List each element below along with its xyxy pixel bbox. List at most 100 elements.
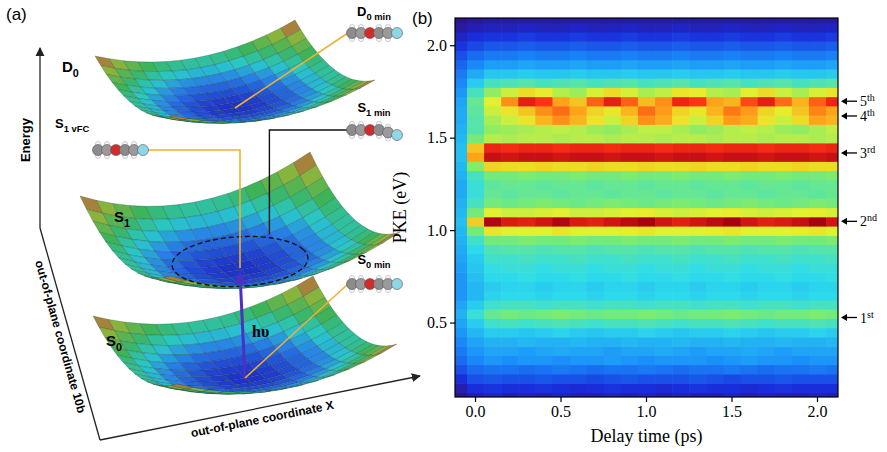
heat-cell xyxy=(587,244,605,254)
y-tick-label: 1.5 xyxy=(427,129,447,146)
heat-cell xyxy=(792,23,810,33)
heat-cell xyxy=(587,180,605,190)
heat-cell xyxy=(775,60,793,70)
x-tick xyxy=(560,397,561,402)
heat-cell xyxy=(655,41,673,51)
heat-cell xyxy=(826,134,838,144)
heat-cell xyxy=(638,337,656,347)
s1-min-label: S1 min xyxy=(357,100,390,118)
heat-cell xyxy=(587,106,605,116)
heat-cell xyxy=(655,291,673,301)
heat-cell xyxy=(455,78,468,88)
heat-cell xyxy=(501,309,519,319)
heat-cell xyxy=(758,23,776,33)
heat-cell xyxy=(518,226,536,236)
heat-cell xyxy=(552,318,570,328)
heat-cell xyxy=(552,124,570,134)
heat-cell xyxy=(792,235,810,245)
heat-cell xyxy=(792,226,810,236)
heat-cell xyxy=(775,97,793,107)
heatmap-cells xyxy=(455,18,838,397)
heat-cell xyxy=(775,346,793,356)
heat-cell xyxy=(758,161,776,171)
d0-min-leader xyxy=(235,33,348,108)
heat-cell xyxy=(587,235,605,245)
heat-cell xyxy=(535,217,553,227)
heat-cell xyxy=(689,78,707,88)
heat-cell xyxy=(655,226,673,236)
heat-cell xyxy=(455,346,468,356)
heat-cell xyxy=(467,374,485,384)
heat-cell xyxy=(467,383,485,393)
heat-cell xyxy=(518,291,536,301)
heat-cell xyxy=(535,124,553,134)
heat-cell xyxy=(706,244,724,254)
heat-cell xyxy=(723,226,741,236)
heat-cell xyxy=(706,383,724,393)
heat-cell xyxy=(535,337,553,347)
heat-cell xyxy=(672,281,690,291)
s1-surface-label: S1 xyxy=(114,208,130,229)
heat-cell xyxy=(518,272,536,282)
heat-cell xyxy=(455,263,468,273)
heat-cell xyxy=(792,78,810,88)
heat-cell xyxy=(455,115,468,125)
excitation-label: hυ xyxy=(252,323,269,340)
heat-cell xyxy=(604,18,622,23)
heat-cell xyxy=(621,263,639,273)
heat-cell xyxy=(587,23,605,33)
heat-cell xyxy=(792,18,810,23)
heat-cell xyxy=(587,115,605,125)
heat-cell xyxy=(741,69,759,79)
band-label-suffix: nd xyxy=(867,212,877,223)
heat-cell xyxy=(655,50,673,60)
heat-cell xyxy=(552,346,570,356)
heat-cell xyxy=(672,78,690,88)
d0-min-label-sub: 0 min xyxy=(366,11,391,22)
s1-vfc-structure-atom xyxy=(138,145,149,156)
heat-cell xyxy=(826,374,838,384)
heat-cell xyxy=(552,309,570,319)
heat-cell xyxy=(672,226,690,236)
heat-cell xyxy=(723,263,741,273)
heat-cell xyxy=(518,374,536,384)
d0-min-label-main: D xyxy=(357,4,366,19)
heat-cell xyxy=(552,281,570,291)
heat-cell xyxy=(501,374,519,384)
heat-cell xyxy=(672,272,690,282)
heat-cell xyxy=(706,18,724,23)
heat-cell xyxy=(604,208,622,218)
heat-cell xyxy=(467,318,485,328)
heat-cell xyxy=(484,134,502,144)
heat-cell xyxy=(570,41,588,51)
heat-cell xyxy=(741,346,759,356)
heat-cell xyxy=(535,41,553,51)
s0-min-structure xyxy=(347,275,403,292)
heat-cell xyxy=(655,106,673,116)
heat-cell xyxy=(501,50,519,60)
heat-cell xyxy=(638,134,656,144)
heat-cell xyxy=(570,355,588,365)
s1-vfc-leader xyxy=(144,150,240,268)
heat-cell xyxy=(689,355,707,365)
heat-cell xyxy=(535,383,553,393)
x-tick-label: 0.0 xyxy=(466,403,486,420)
heat-cell xyxy=(758,50,776,60)
heat-cell xyxy=(741,337,759,347)
heat-cell xyxy=(758,18,776,23)
heat-cell xyxy=(455,328,468,338)
heat-cell xyxy=(484,78,502,88)
heat-cell xyxy=(638,60,656,70)
heat-cell xyxy=(826,152,838,162)
x-tick-label: 0.5 xyxy=(551,403,571,420)
heat-cell xyxy=(792,365,810,375)
heat-cell xyxy=(484,152,502,162)
heat-cell xyxy=(723,23,741,33)
heat-cell xyxy=(604,180,622,190)
heat-cell xyxy=(518,254,536,264)
heat-cell xyxy=(484,346,502,356)
heat-cell xyxy=(501,87,519,97)
heat-cell xyxy=(826,328,838,338)
heat-cell xyxy=(552,97,570,107)
heat-cell xyxy=(672,263,690,273)
